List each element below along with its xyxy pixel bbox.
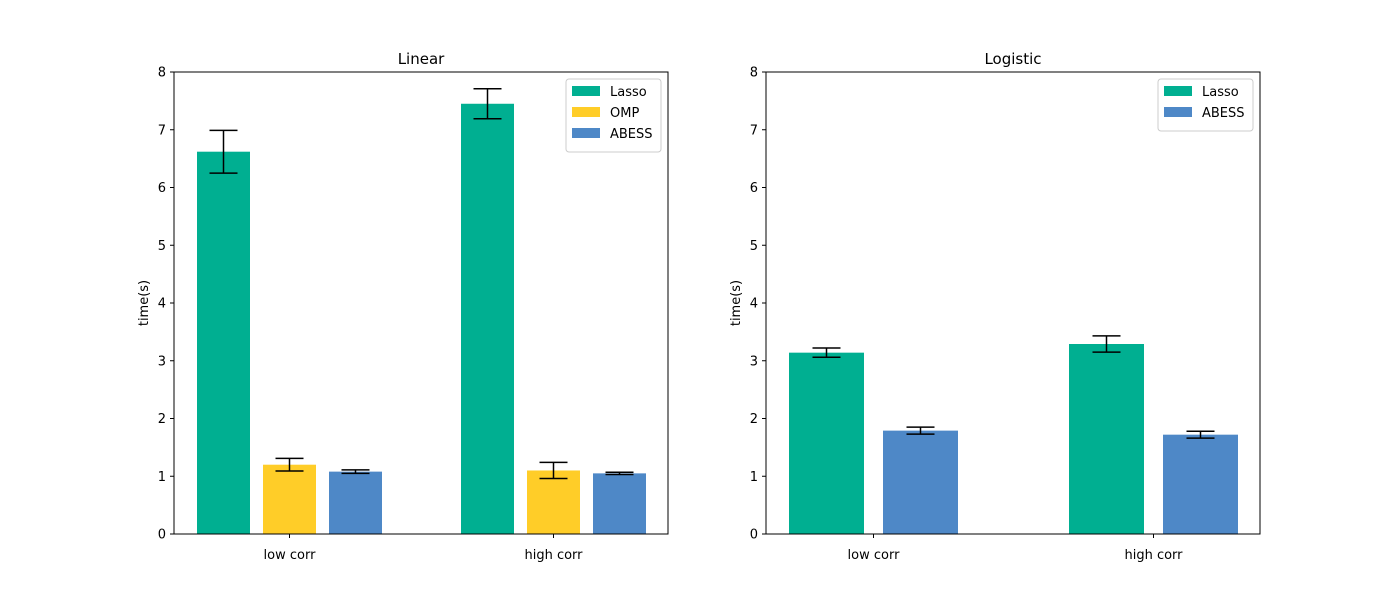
y-tick-label: 4 (158, 297, 166, 312)
chart-title: Logistic (984, 50, 1041, 68)
y-tick-label: 7 (750, 123, 758, 138)
y-tick-label: 8 (158, 66, 166, 81)
bar-lasso-high-corr (1069, 344, 1144, 534)
y-tick-label: 1 (158, 470, 166, 485)
y-tick-label: 5 (750, 239, 758, 254)
legend-label-abess: ABESS (1202, 106, 1245, 121)
y-tick-label: 6 (158, 181, 166, 196)
bar-abess-low-corr (329, 471, 382, 534)
y-tick-label: 3 (158, 354, 166, 369)
y-tick-label: 8 (750, 66, 758, 81)
legend-swatch-lasso (1164, 86, 1192, 96)
legend-swatch-lasso (572, 86, 600, 96)
linear-chart-panel: 0 1 2 3 4 5 6 7 8 low corr high corr Linear time(s) L… (137, 50, 669, 563)
bar-omp-high-corr (527, 470, 580, 534)
legend-swatch-omp (572, 107, 600, 117)
y-tick-label: 1 (750, 470, 758, 485)
legend-swatch-abess (572, 128, 600, 138)
bar-lasso-high-corr (461, 103, 514, 534)
y-tick-label: 7 (158, 123, 166, 138)
y-tick-label: 4 (750, 297, 758, 312)
legend-label-lasso: Lasso (610, 85, 647, 100)
bar-abess-high-corr (1163, 434, 1238, 534)
y-tick-label: 5 (158, 239, 166, 254)
y-tick-label: 0 (158, 528, 166, 543)
y-tick-label: 6 (750, 181, 758, 196)
y-axis-label: time(s) (729, 280, 744, 326)
legend-label-lasso: Lasso (1202, 85, 1239, 100)
y-tick-label: 0 (750, 528, 758, 543)
bar-abess-high-corr (593, 473, 646, 534)
x-tick-label: high corr (524, 548, 583, 563)
y-tick-label: 2 (750, 412, 758, 427)
logistic-chart-panel: 0 1 2 3 4 5 6 7 8 low corr high corr Logistic time(s… (729, 50, 1261, 563)
y-tick-label: 2 (158, 412, 166, 427)
x-tick-label: low corr (848, 548, 901, 563)
bar-lasso-low-corr (197, 151, 250, 534)
bar-lasso-low-corr (789, 352, 864, 534)
x-tick-label: low corr (264, 548, 317, 563)
y-tick-label: 3 (750, 354, 758, 369)
legend-label-omp: OMP (610, 106, 639, 121)
bar-omp-low-corr (263, 464, 316, 534)
legend-swatch-abess (1164, 107, 1192, 117)
bar-abess-low-corr (883, 430, 958, 534)
legend: Lasso OMP ABESS (565, 78, 662, 153)
legend: Lasso ABESS (1157, 78, 1254, 132)
legend-label-abess: ABESS (610, 127, 653, 142)
x-tick-label: high corr (1124, 548, 1183, 563)
chart-title: Linear (398, 50, 445, 68)
y-axis-label: time(s) (137, 280, 152, 326)
